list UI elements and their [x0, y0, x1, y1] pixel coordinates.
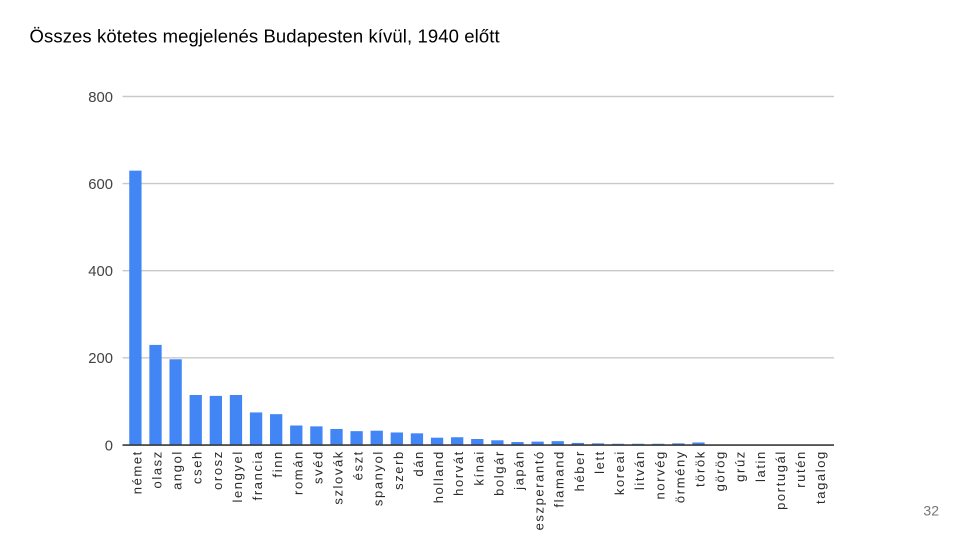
svg-text:japán: japán — [511, 450, 526, 491]
svg-text:lett: lett — [592, 450, 607, 474]
svg-text:román: román — [290, 450, 305, 495]
svg-text:görög: görög — [713, 450, 728, 491]
svg-text:tagalog: tagalog — [813, 450, 828, 504]
svg-text:200: 200 — [88, 351, 113, 367]
svg-text:lengyel: lengyel — [230, 450, 245, 502]
svg-text:szlovák: szlovák — [331, 450, 346, 505]
svg-text:litván: litván — [632, 450, 647, 490]
svg-text:svéd: svéd — [310, 450, 325, 484]
svg-text:0: 0 — [105, 438, 113, 454]
svg-text:Összes kötetes megjelenés Buda: Összes kötetes megjelenés Budapesten kív… — [30, 26, 500, 47]
svg-text:török: török — [692, 450, 707, 487]
svg-text:norvég: norvég — [652, 450, 667, 499]
svg-text:cseh: cseh — [190, 450, 205, 484]
svg-text:orosz: orosz — [210, 450, 225, 490]
svg-text:észt: észt — [351, 450, 366, 480]
svg-text:grúz: grúz — [733, 450, 748, 482]
svg-text:400: 400 — [88, 264, 113, 280]
svg-text:rutén: rutén — [793, 450, 808, 488]
svg-text:eszperantó: eszperantó — [532, 450, 547, 530]
svg-text:portugál: portugál — [773, 450, 788, 510]
svg-text:kínai: kínai — [471, 450, 486, 485]
svg-text:héber: héber — [572, 450, 587, 491]
svg-text:német: német — [129, 450, 144, 494]
svg-text:angol: angol — [170, 450, 185, 490]
svg-text:flamand: flamand — [552, 450, 567, 507]
svg-text:32: 32 — [923, 503, 939, 519]
svg-text:dán: dán — [411, 450, 426, 477]
svg-text:olasz: olasz — [150, 450, 165, 488]
svg-text:holland: holland — [431, 450, 446, 503]
svg-text:örmény: örmény — [672, 450, 687, 503]
svg-text:szerb: szerb — [391, 450, 406, 490]
svg-text:horvát: horvát — [451, 450, 466, 496]
svg-text:spanyol: spanyol — [371, 450, 386, 506]
svg-text:latin: latin — [753, 450, 768, 482]
svg-text:koreai: koreai — [612, 450, 627, 495]
svg-text:800: 800 — [88, 90, 113, 106]
svg-text:bolgár: bolgár — [491, 450, 506, 496]
svg-text:600: 600 — [88, 177, 113, 193]
svg-text:finn: finn — [270, 450, 285, 477]
svg-text:francia: francia — [250, 450, 265, 500]
